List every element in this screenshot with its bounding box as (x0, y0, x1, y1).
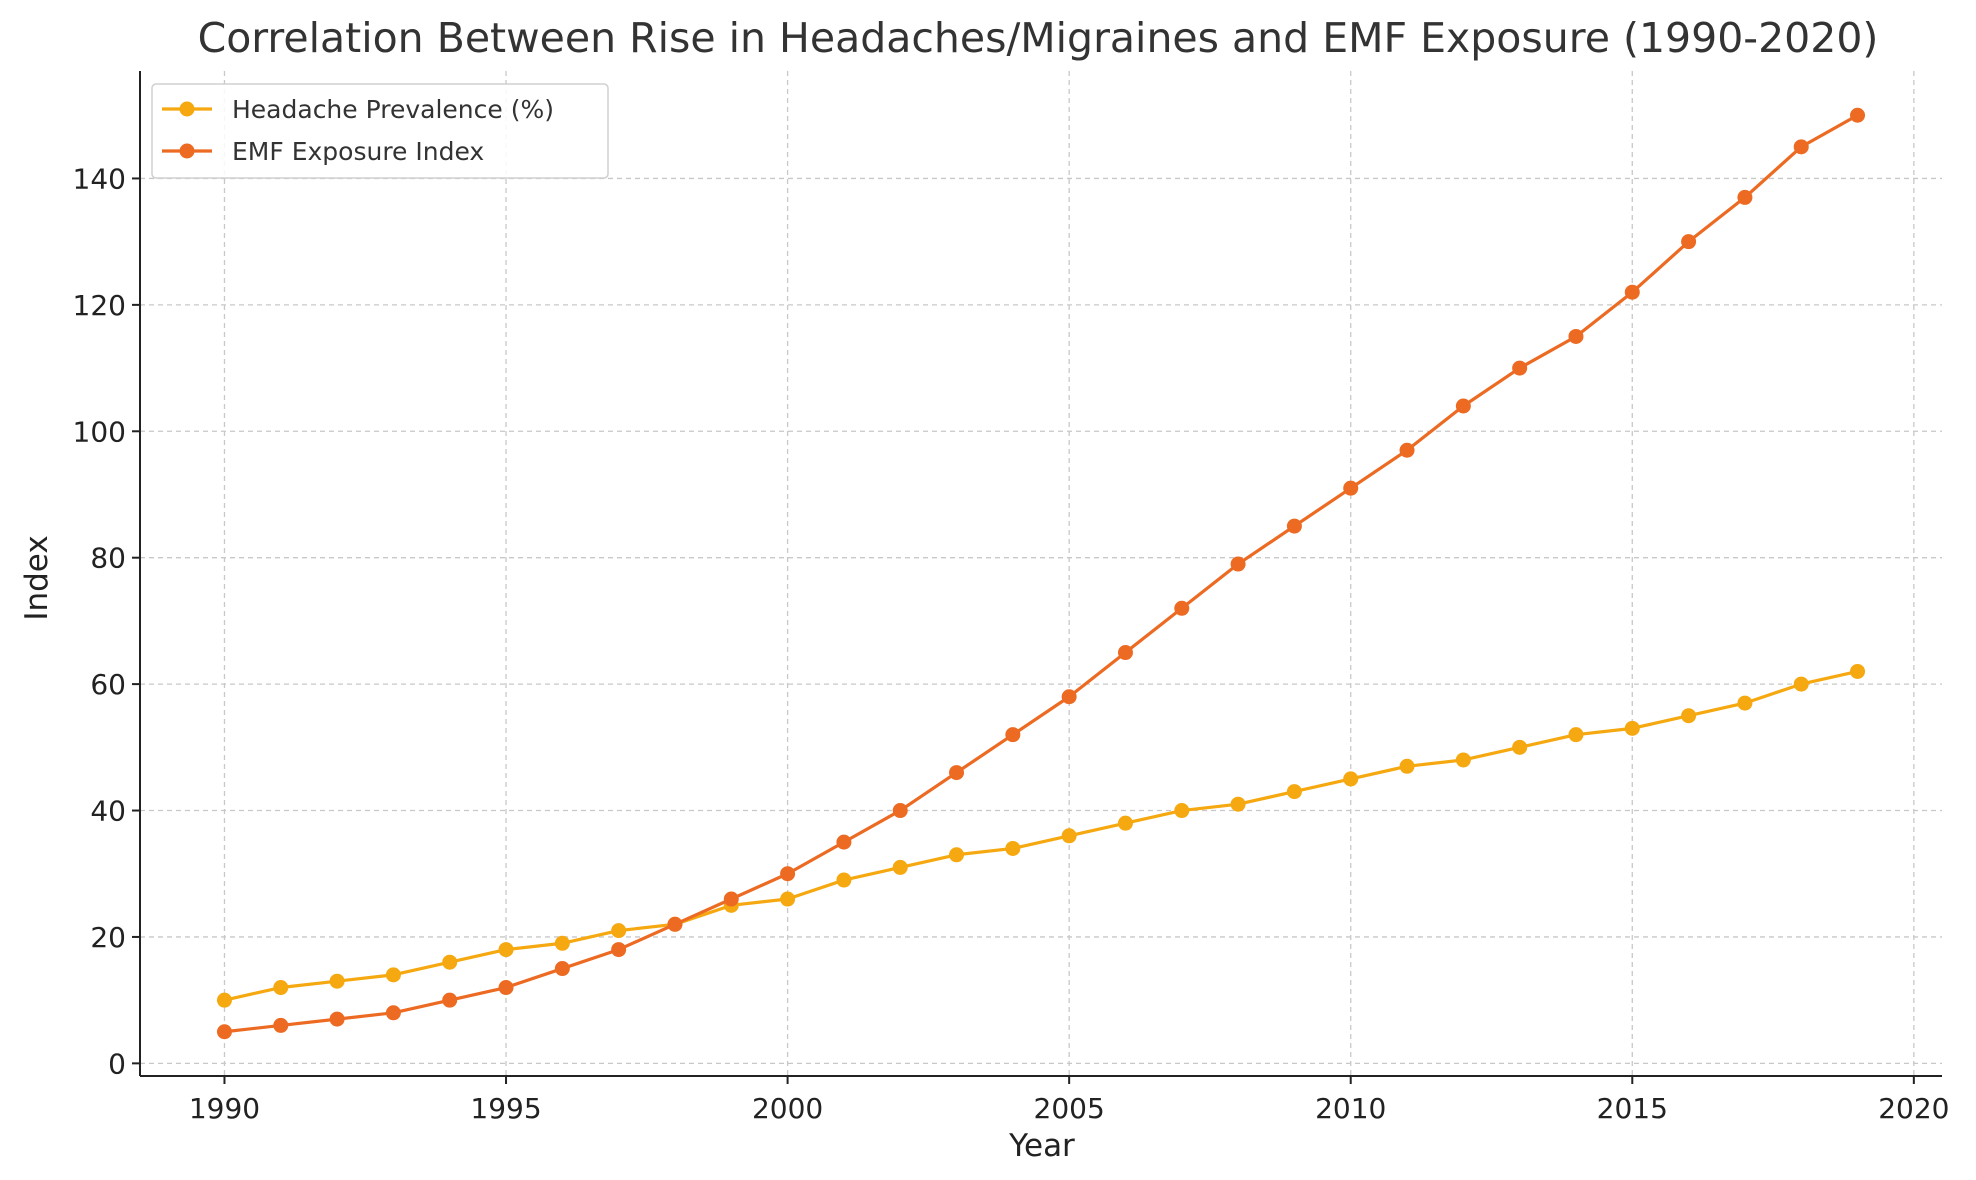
data-point (498, 942, 514, 958)
data-point (1793, 676, 1809, 692)
data-point (1399, 758, 1415, 774)
data-point (498, 980, 514, 996)
data-point (1568, 328, 1584, 344)
data-point (1850, 663, 1866, 679)
data-point (667, 916, 683, 932)
y-tick-label: 40 (90, 795, 126, 828)
data-point (1512, 739, 1528, 755)
legend-marker (179, 143, 195, 159)
data-point (1005, 727, 1021, 743)
series-group (216, 663, 1866, 1008)
x-tick-label: 1995 (470, 1092, 541, 1125)
data-point (1737, 189, 1753, 205)
data-point (1117, 815, 1133, 831)
data-point (780, 866, 796, 882)
y-tick-label: 0 (108, 1047, 126, 1080)
data-point (1399, 442, 1415, 458)
y-tick-label: 100 (73, 415, 126, 448)
y-tick-label: 80 (90, 542, 126, 575)
chart-title: Correlation Between Rise in Headaches/Mi… (198, 14, 1879, 62)
data-point (836, 872, 852, 888)
x-tick-label: 2005 (1034, 1092, 1105, 1125)
legend-label: Headache Prevalence (%) (232, 95, 554, 124)
y-tick-label: 140 (73, 162, 126, 195)
legend: Headache Prevalence (%) EMF Exposure Inde… (151, 83, 609, 179)
series-line (224, 113, 1859, 1034)
series-group (216, 107, 1866, 1040)
data-point (611, 923, 627, 939)
x-tick-label: 2015 (1597, 1092, 1668, 1125)
data-point (1230, 556, 1246, 572)
data-point (1455, 752, 1471, 768)
data-point (892, 803, 908, 819)
data-point (1624, 284, 1640, 300)
data-point (1230, 796, 1246, 812)
data-point (1174, 803, 1190, 819)
data-point (385, 1005, 401, 1021)
data-point (1455, 398, 1471, 414)
axes: 1990 1995 2000 2005 2010 2015 2020 0 20 40 60 80 100… (73, 71, 1949, 1125)
data-point (273, 1017, 289, 1033)
data-point (780, 891, 796, 907)
data-point (1117, 645, 1133, 661)
data-point (442, 954, 458, 970)
data-point (949, 847, 965, 863)
data-point (216, 992, 232, 1008)
y-tick-label: 60 (90, 668, 126, 701)
data-point (1061, 828, 1077, 844)
data-point (1793, 139, 1809, 155)
x-tick-label: 2010 (1315, 1092, 1386, 1125)
data-point (1737, 695, 1753, 711)
data-point (554, 961, 570, 977)
data-point (723, 891, 739, 907)
y-tick-label: 120 (73, 289, 126, 322)
data-point (1568, 727, 1584, 743)
x-tick-label: 2000 (752, 1092, 823, 1125)
x-axis-label: Year (1008, 1128, 1075, 1164)
series-line (224, 669, 1858, 1002)
x-tick-label: 1990 (189, 1092, 260, 1125)
y-axis-label: Index (19, 535, 55, 620)
data-point (1681, 708, 1697, 724)
data-point (216, 1024, 232, 1040)
data-point (554, 935, 570, 951)
data-point (1343, 771, 1359, 787)
data-point (892, 859, 908, 875)
data-point (611, 942, 627, 958)
data-point (1174, 600, 1190, 616)
series-layer (216, 107, 1866, 1040)
data-point (442, 992, 458, 1008)
data-point (1286, 518, 1302, 534)
data-point (1061, 689, 1077, 705)
legend-label: EMF Exposure Index (232, 137, 484, 166)
data-point (1005, 840, 1021, 856)
data-point (329, 1011, 345, 1027)
data-point (385, 967, 401, 983)
data-point (273, 980, 289, 996)
y-tick-label: 20 (90, 921, 126, 954)
data-point (1624, 720, 1640, 736)
data-point (836, 834, 852, 850)
data-point (1512, 360, 1528, 376)
data-point (329, 973, 345, 989)
x-tick-label: 2020 (1878, 1092, 1949, 1125)
data-point (1343, 480, 1359, 496)
data-point (949, 765, 965, 781)
grid (140, 71, 1942, 1076)
data-point (1850, 107, 1866, 123)
data-point (1286, 784, 1302, 800)
legend-box (151, 83, 609, 179)
legend-marker (179, 101, 195, 117)
data-point (1681, 234, 1697, 250)
